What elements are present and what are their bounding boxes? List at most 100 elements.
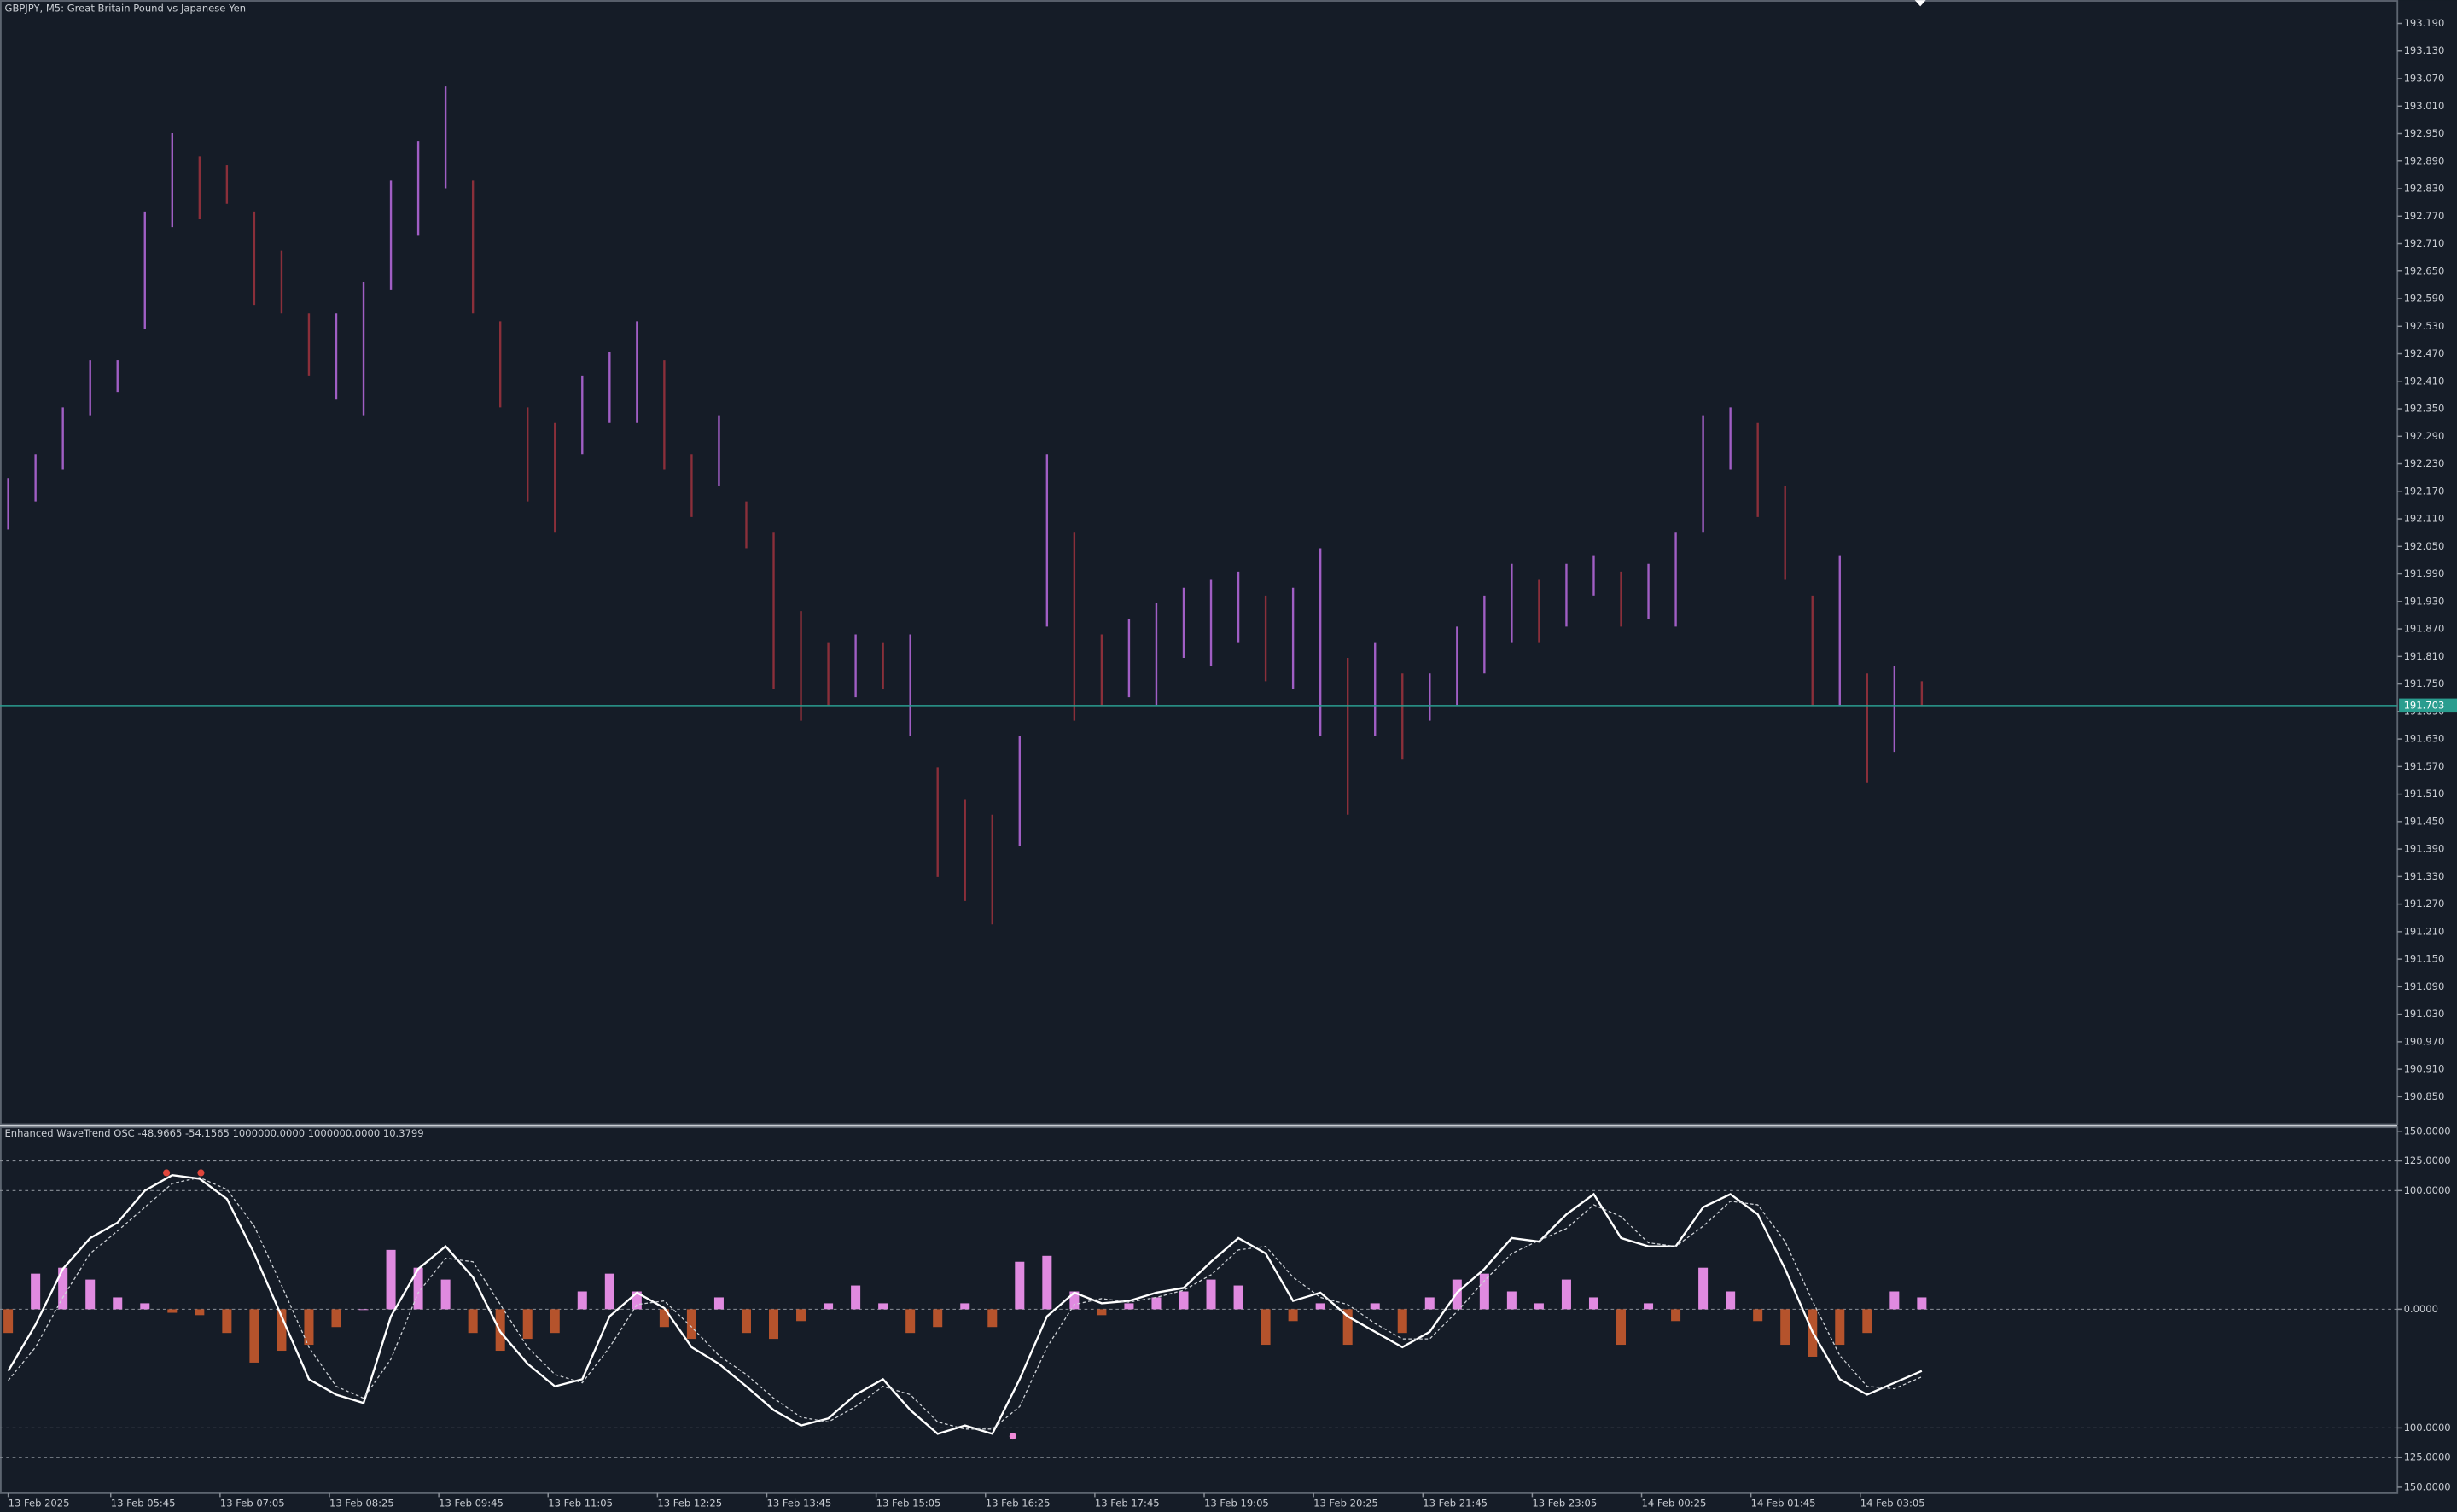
histogram-bar (1424, 1297, 1435, 1310)
y-tick-label: 192.170 (2404, 485, 2445, 497)
y-tick-label: 193.190 (2404, 17, 2445, 29)
y-tick-label: 100.0000 (2404, 1184, 2451, 1196)
histogram-bar (741, 1309, 751, 1334)
histogram-bar (851, 1285, 861, 1310)
y-tick-label: 192.050 (2404, 540, 2445, 552)
y-tick-label: 191.570 (2404, 760, 2445, 772)
y-tick-label: 192.230 (2404, 457, 2445, 469)
histogram-bar (358, 1309, 369, 1311)
histogram-bar (1015, 1261, 1025, 1310)
y-tick-label: 191.870 (2404, 623, 2445, 635)
y-tick-label: 192.710 (2404, 237, 2445, 249)
histogram-bar (1534, 1303, 1544, 1310)
sell-signal (163, 1169, 171, 1177)
price-pane-border (0, 0, 2399, 1125)
histogram-bar (1151, 1297, 1162, 1310)
y-tick-label: 191.930 (2404, 595, 2445, 607)
histogram-bar (659, 1309, 669, 1328)
histogram-bar (824, 1303, 834, 1310)
histogram-bar (1233, 1285, 1243, 1310)
histogram-bar (1616, 1309, 1627, 1346)
histogram-bar (85, 1279, 96, 1310)
y-tick-label: 191.090 (2404, 980, 2445, 992)
histogram-bar (522, 1309, 533, 1340)
histogram-bar (167, 1309, 178, 1313)
histogram-bar (249, 1309, 259, 1363)
histogram-bar (1506, 1291, 1517, 1310)
histogram-bar (1397, 1309, 1407, 1334)
histogram-bar (1452, 1279, 1462, 1310)
y-tick-label: 125.0000 (2404, 1154, 2451, 1166)
histogram-bar (31, 1273, 41, 1310)
histogram-bar (1179, 1291, 1189, 1310)
histogram-bar (1917, 1297, 1927, 1310)
x-tick-label: 13 Feb 15:05 (876, 1497, 941, 1509)
y-tick-label: 190.850 (2404, 1090, 2445, 1102)
y-tick-label: 191.990 (2404, 567, 2445, 579)
histogram-bar (577, 1291, 587, 1310)
histogram-bar (468, 1309, 478, 1334)
y-tick-label: 192.530 (2404, 320, 2445, 332)
histogram-bar (713, 1297, 724, 1310)
y-tick-label: 192.290 (2404, 430, 2445, 442)
y-tick-label: 190.970 (2404, 1035, 2445, 1047)
x-tick-label: 13 Feb 09:45 (439, 1497, 504, 1509)
histogram-bar (1753, 1309, 1763, 1322)
histogram-bar (933, 1309, 943, 1328)
y-tick-label: 100.0000 (2404, 1422, 2451, 1433)
histogram-bar (1288, 1309, 1298, 1322)
histogram-bar (1069, 1291, 1080, 1310)
y-tick-label: 192.110 (2404, 513, 2445, 525)
histogram-bar (113, 1297, 123, 1310)
x-tick-label: 13 Feb 21:45 (1423, 1497, 1488, 1509)
y-tick-label: 191.450 (2404, 815, 2445, 827)
histogram-bar (769, 1309, 779, 1340)
y-tick-label: 190.910 (2404, 1063, 2445, 1075)
histogram-bar (1042, 1255, 1052, 1310)
histogram-bar (686, 1309, 696, 1340)
histogram-bar (632, 1291, 642, 1310)
histogram-bar (1479, 1273, 1489, 1310)
y-tick-label: 192.770 (2404, 210, 2445, 222)
histogram-bar (331, 1309, 341, 1328)
y-tick-label: 193.130 (2404, 44, 2445, 56)
x-tick-label: 13 Feb 08:25 (329, 1497, 394, 1509)
oscillator-title: Enhanced WaveTrend OSC -48.9665 -54.1565… (5, 1127, 424, 1139)
x-tick-label: 13 Feb 07:05 (220, 1497, 285, 1509)
signal-line (8, 1177, 1923, 1430)
y-tick-label: 191.750 (2404, 677, 2445, 689)
x-tick-label: 14 Feb 03:05 (1860, 1497, 1925, 1509)
y-tick-label: 191.210 (2404, 925, 2445, 937)
y-tick-label: 193.010 (2404, 100, 2445, 112)
x-tick-label: 14 Feb 01:45 (1751, 1497, 1816, 1509)
y-tick-label: 191.390 (2404, 843, 2445, 855)
y-tick-label: 191.330 (2404, 870, 2445, 882)
histogram-bar (1370, 1303, 1380, 1310)
histogram-bar (796, 1309, 806, 1322)
histogram-bar (222, 1309, 232, 1334)
histogram-bar (1342, 1309, 1353, 1346)
histogram-bar (1889, 1291, 1900, 1310)
histogram-bar (604, 1273, 614, 1310)
y-tick-label: 0.0000 (2404, 1303, 2438, 1315)
y-tick-label: 192.350 (2404, 403, 2445, 415)
histogram-bar (1124, 1303, 1134, 1310)
y-tick-label: 192.590 (2404, 293, 2445, 305)
y-tick-label: 192.890 (2404, 154, 2445, 166)
histogram-bar (304, 1309, 314, 1346)
y-tick-label: 192.830 (2404, 183, 2445, 195)
x-tick-label: 13 Feb 11:05 (548, 1497, 613, 1509)
y-tick-label: 192.650 (2404, 265, 2445, 276)
y-tick-label: 191.150 (2404, 953, 2445, 965)
histogram-bar (277, 1309, 287, 1352)
sell-signal (197, 1169, 205, 1177)
histogram-bar (440, 1279, 451, 1310)
histogram-bar (550, 1309, 560, 1334)
y-tick-label: 150.0000 (2404, 1125, 2451, 1137)
current-price-box (2399, 698, 2457, 713)
histogram-bar (1644, 1303, 1654, 1310)
y-tick-label: 191.810 (2404, 650, 2445, 662)
histogram-bar (1315, 1303, 1325, 1310)
